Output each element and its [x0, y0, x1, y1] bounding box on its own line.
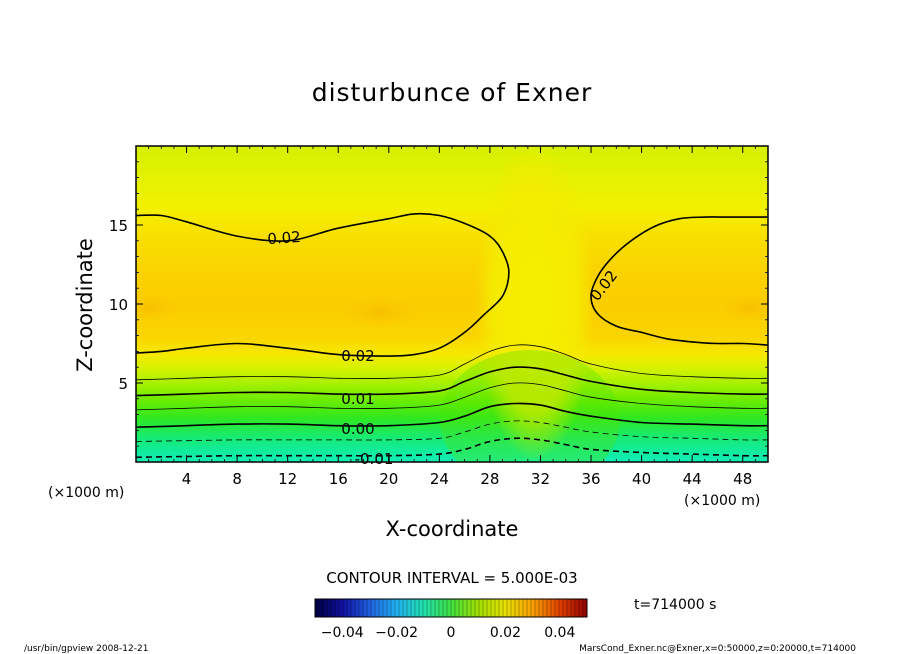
footer-left: /usr/bin/gpview 2008-12-21 — [24, 644, 148, 654]
x-axis-label: X-coordinate — [386, 517, 519, 541]
contour-interval: CONTOUR INTERVAL = 5.000E-03 — [326, 569, 577, 587]
x-tick-label: 12 — [278, 470, 297, 488]
contour-line — [590, 216, 768, 346]
x-axis: 4 8 12 16 20 24 28 32 36 40 44 48 — [148, 146, 756, 488]
contour-label: 0.00 — [341, 420, 374, 438]
x-tick-label: 40 — [632, 470, 651, 488]
x-tick-label: 4 — [182, 470, 192, 488]
footer-right: MarsCond_Exner.nc@Exner,x=0:50000,z=0:20… — [579, 644, 856, 654]
shading — [136, 146, 768, 462]
x-unit-left: (×1000 m) — [48, 485, 124, 501]
colorbar-frame — [314, 598, 588, 618]
contour-label: 0.02 — [341, 347, 374, 365]
x-tick-label: 20 — [379, 470, 398, 488]
x-unit-right: (×1000 m) — [684, 493, 760, 509]
colorbar: −0.04 −0.02 0 0.02 0.04 — [314, 598, 588, 641]
x-tick-label: 48 — [733, 470, 752, 488]
shading-center-ridge — [475, 146, 595, 460]
colorbar-labels: −0.04 −0.02 0 0.02 0.04 — [321, 625, 576, 641]
x-tick-label: 24 — [430, 470, 449, 488]
colorbar-tick-label: −0.04 — [321, 625, 364, 641]
contour-line — [136, 437, 768, 459]
contour-labels: -0.010.000.010.020.020.02 — [267, 228, 621, 468]
x-tick-label: 16 — [329, 470, 348, 488]
colorbar-tick-label: −0.02 — [375, 625, 418, 641]
colorbar-tick-label: 0.02 — [490, 625, 521, 641]
x-tick-label: 44 — [683, 470, 702, 488]
shading-base — [136, 146, 768, 462]
shading-warm-spot-right — [720, 294, 768, 322]
chart-title: disturbunce of Exner — [312, 78, 593, 107]
x-tick-label: 28 — [480, 470, 499, 488]
contour-line — [136, 402, 768, 428]
shading-warm-spot-left — [136, 294, 180, 322]
contour-label: -0.01 — [355, 450, 394, 468]
shading-warm-spot-mid — [340, 296, 420, 328]
colorbar-tick-label: 0.04 — [544, 625, 575, 641]
contour-line — [136, 382, 768, 411]
contour-line — [136, 420, 768, 442]
x-tick-label: 36 — [581, 470, 600, 488]
colorbar-stripes — [318, 599, 584, 617]
time-label: t=714000 s — [634, 597, 716, 613]
x-tick-label: 32 — [531, 470, 550, 488]
y-tick-label: 5 — [118, 375, 128, 393]
y-axis: 5 10 15 — [109, 161, 768, 447]
colorbar-tick-label: 0 — [447, 625, 456, 641]
contour-label: 0.01 — [341, 390, 374, 408]
y-tick-label: 10 — [109, 296, 128, 314]
shading-green-bump — [440, 350, 620, 462]
contour-lines — [136, 212, 768, 459]
contour-line — [136, 212, 510, 357]
y-tick-label: 15 — [109, 217, 128, 235]
contour-line — [136, 344, 768, 381]
x-tick-label: 8 — [232, 470, 242, 488]
contour-line — [136, 366, 768, 397]
contour-label: 0.02 — [267, 228, 302, 248]
y-axis-label: Z-coordinate — [73, 238, 97, 372]
